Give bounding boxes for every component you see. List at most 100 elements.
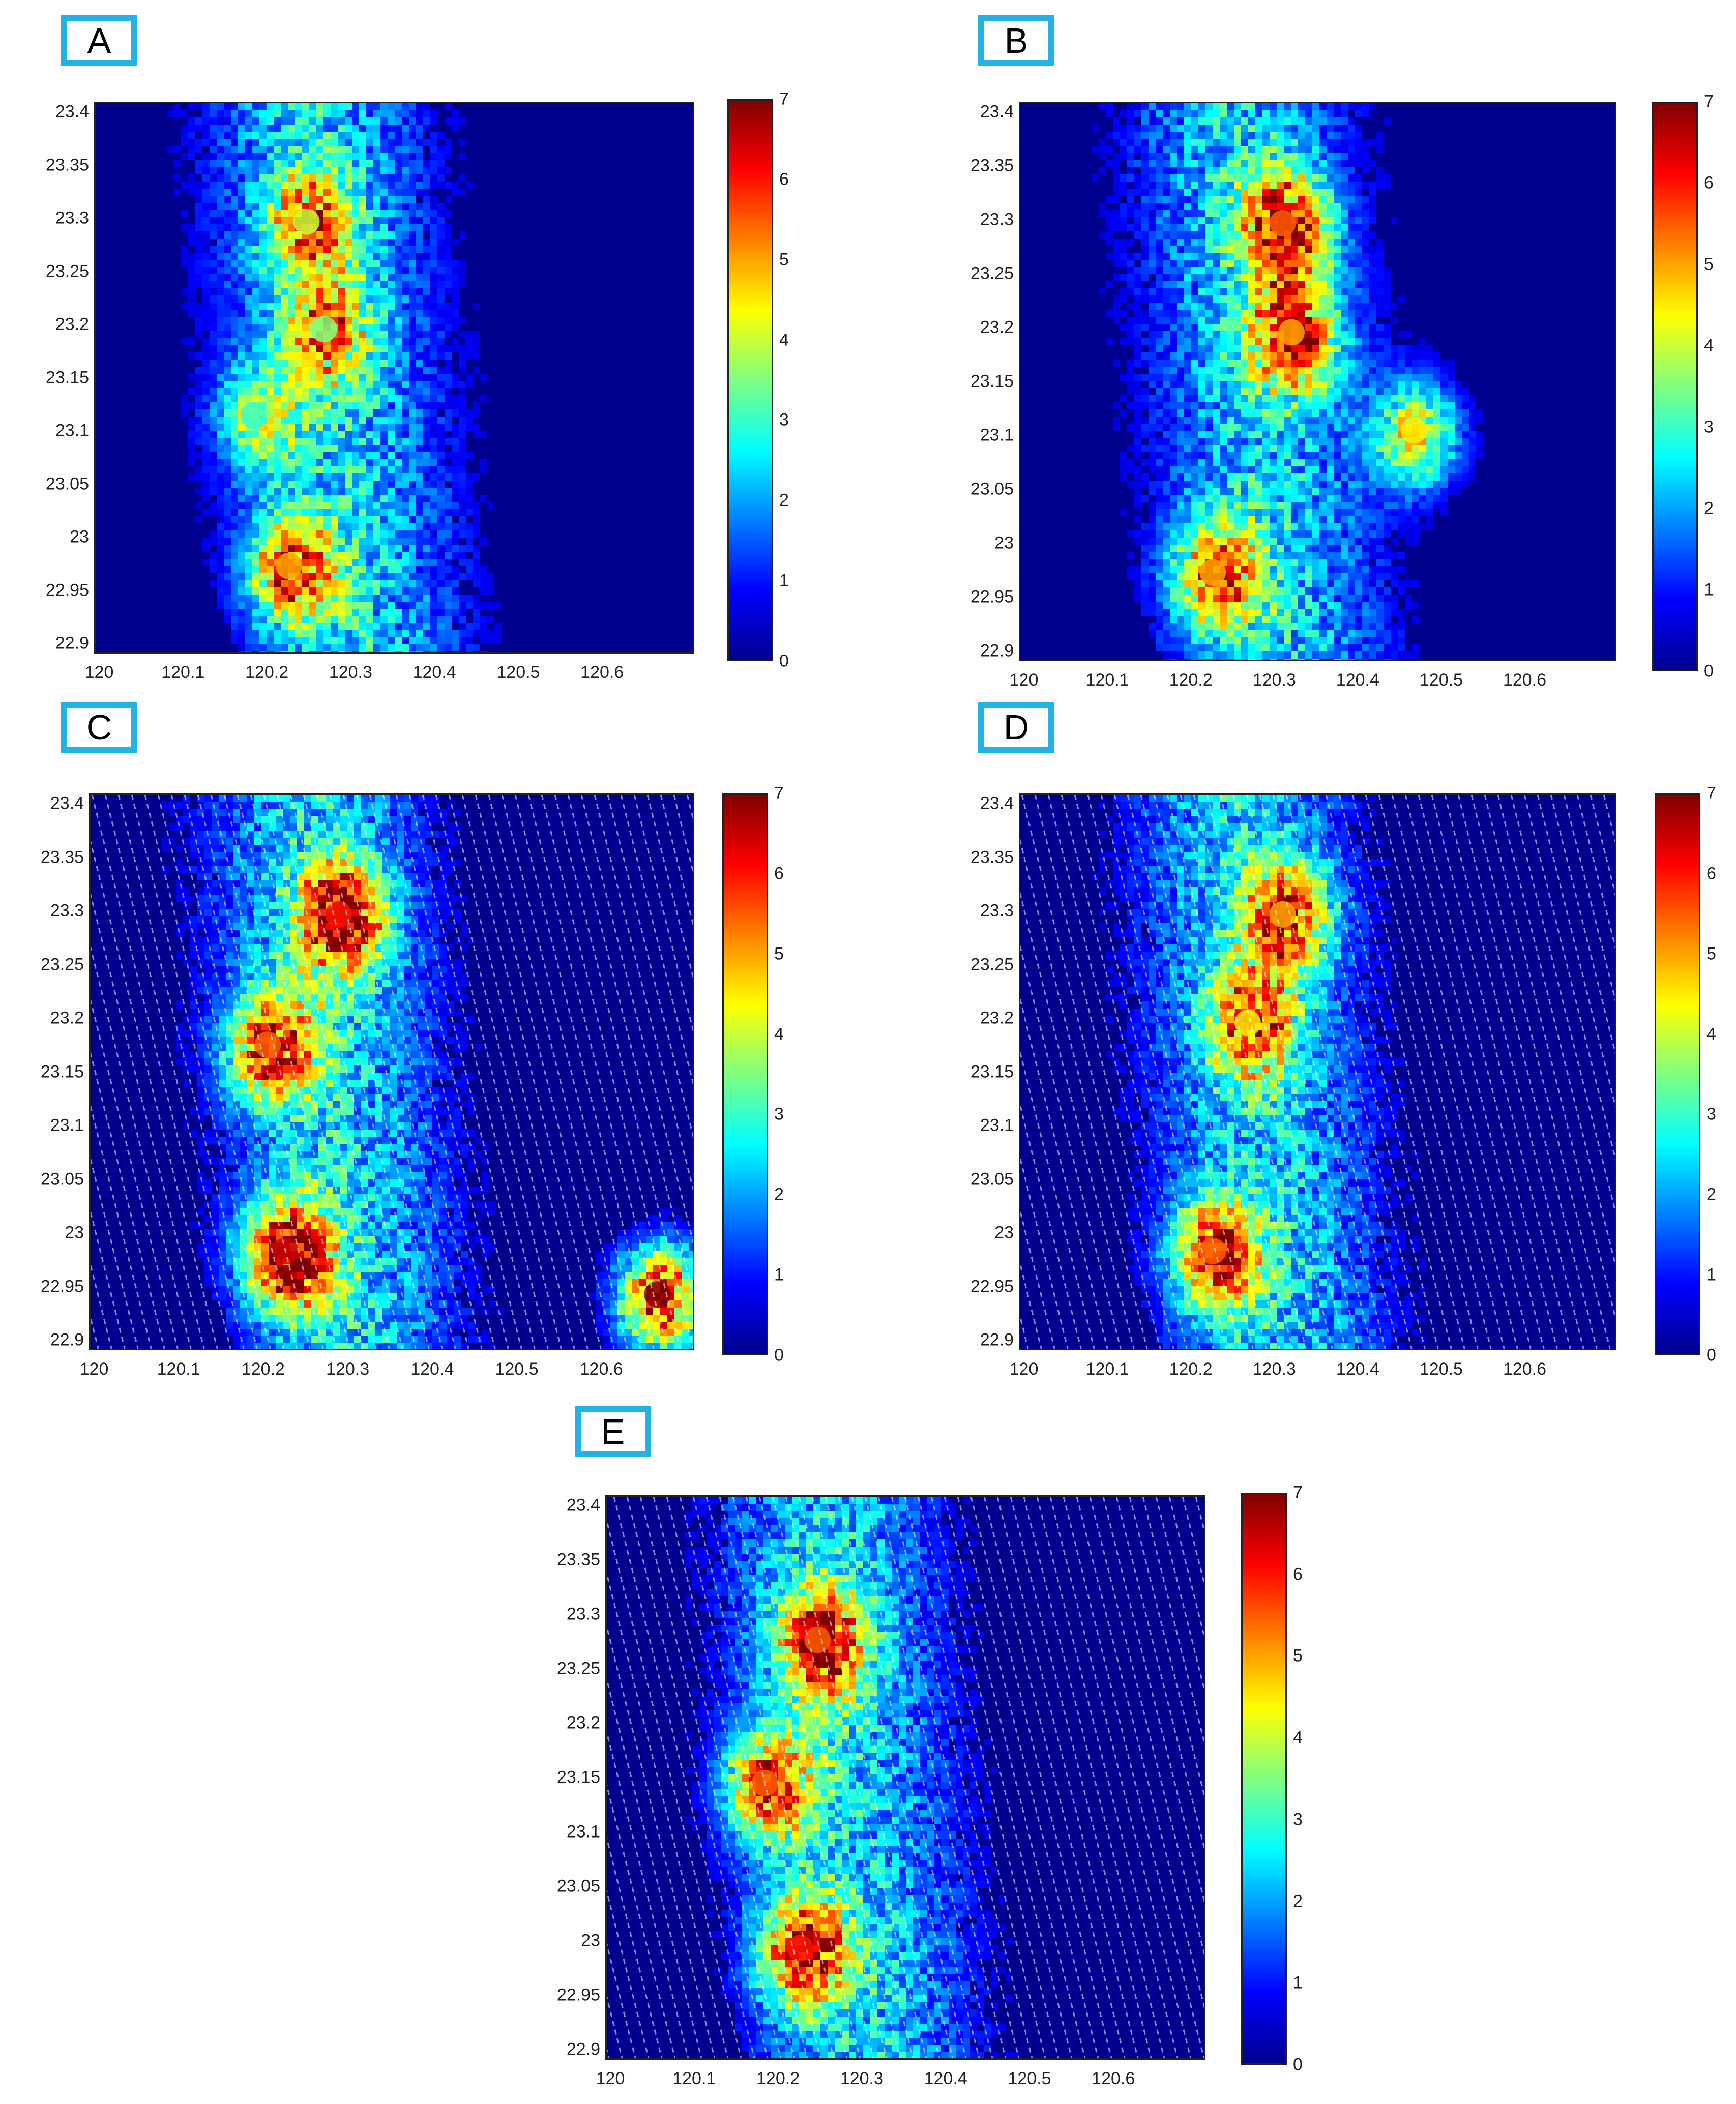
heatmap-cell (1319, 110, 1327, 117)
heatmap-cell (274, 338, 281, 345)
heatmap-cell (217, 473, 224, 481)
heatmap-cell (338, 345, 345, 352)
heatmap-cell (373, 509, 380, 516)
heatmap-cell (1355, 231, 1362, 239)
heatmap-cell (380, 288, 388, 295)
heatmap-cell (316, 260, 323, 267)
heatmap-cell (1291, 253, 1298, 260)
heatmap-cell (309, 139, 316, 146)
heatmap-cell (359, 381, 366, 388)
heatmap-cell (473, 580, 480, 587)
heatmap-cell (188, 139, 195, 146)
heatmap-cell (1355, 331, 1362, 338)
heatmap-cell (416, 445, 423, 452)
heatmap-cell (1291, 381, 1298, 388)
heatmap-cell (1348, 331, 1355, 338)
heatmap-cell (1298, 125, 1305, 132)
heatmap-cell (1149, 239, 1156, 246)
heatmap-cell (288, 338, 295, 345)
heatmap-cell (445, 103, 452, 110)
heatmap-cell (1277, 189, 1284, 196)
heatmap-cell (373, 167, 380, 174)
heatmap-cell (331, 452, 338, 459)
heatmap-cell (1369, 196, 1376, 203)
heatmap-cell (366, 174, 373, 182)
heatmap-cell (352, 630, 359, 637)
heatmap-cell (1156, 303, 1163, 310)
heatmap-cell (423, 352, 430, 360)
heatmap-cell (1355, 217, 1362, 224)
heatmap-cell (352, 146, 359, 153)
heatmap-cell (430, 260, 437, 267)
heatmap-cell (388, 402, 395, 409)
heatmap-cell (245, 438, 252, 445)
heatmap-cell (430, 288, 437, 295)
heatmap-cell (302, 502, 309, 509)
heatmap-cell (345, 466, 352, 473)
heatmap-cell (1213, 310, 1220, 317)
heatmap-cell (181, 303, 188, 310)
heatmap-cell (252, 260, 259, 267)
heatmap-cell (274, 388, 281, 395)
heatmap-cell (480, 538, 487, 545)
heatmap-cell (281, 374, 288, 381)
heatmap-cell (245, 331, 252, 338)
heatmap-cell (1170, 274, 1177, 281)
heatmap-cell (1369, 424, 1376, 431)
heatmap-cell (338, 210, 345, 217)
heatmap-cell (1319, 338, 1327, 345)
heatmap-cell (452, 303, 459, 310)
heatmap-cell (1149, 402, 1156, 409)
heatmap-cell (409, 616, 416, 623)
heatmap-cell (288, 637, 295, 644)
heatmap-cell (487, 637, 494, 644)
heatmap-cell (316, 473, 323, 481)
heatmap-cell (245, 623, 252, 630)
heatmap-cell (352, 381, 359, 388)
heatmap-cell (302, 388, 309, 395)
heatmap-cell (252, 267, 259, 274)
heatmap-cell (202, 103, 210, 110)
heatmap-cell (331, 466, 338, 473)
heatmap-cell (1141, 139, 1149, 146)
heatmap-cell (430, 424, 437, 431)
heatmap-cell (1341, 452, 1348, 459)
heatmap-cell (210, 295, 217, 303)
heatmap-cell (224, 523, 231, 530)
heatmap-cell (1241, 431, 1248, 438)
heatmap-cell (1355, 125, 1362, 132)
heatmap-cell (238, 224, 245, 231)
heatmap-cell (1127, 203, 1134, 210)
heatmap-cell (323, 367, 331, 374)
heatmap-cell (1355, 146, 1362, 153)
heatmap-cell (1298, 239, 1305, 246)
heatmap-cell (295, 438, 302, 445)
heatmap-cell (1440, 395, 1448, 402)
heatmap-cell (430, 360, 437, 367)
heatmap-cell (1163, 110, 1170, 117)
heatmap-cell (459, 267, 466, 274)
heatmap-cell (359, 288, 366, 295)
heatmap-cell (1255, 374, 1262, 381)
heatmap-cell (1213, 246, 1220, 253)
heatmap-cell (1412, 374, 1419, 381)
heatmap-cell (1213, 267, 1220, 274)
heatmap-cell (316, 374, 323, 381)
heatmap-cell (1170, 210, 1177, 217)
heatmap-cell (1469, 424, 1476, 431)
heatmap-cell (288, 303, 295, 310)
heatmap-cell (1355, 153, 1362, 160)
heatmap-cell (1398, 352, 1405, 360)
heatmap-cell (1141, 103, 1149, 110)
heatmap-cell (388, 288, 395, 295)
heatmap-cell (1163, 239, 1170, 246)
heatmap-cell (309, 431, 316, 438)
heatmap-cell (437, 623, 445, 630)
heatmap-cell (1234, 110, 1241, 117)
heatmap-cell (416, 352, 423, 360)
heatmap-cell (395, 388, 402, 395)
heatmap-cell (366, 402, 373, 409)
heatmap-cell (1319, 117, 1327, 125)
heatmap-cell (1205, 160, 1213, 167)
heatmap-cell (445, 609, 452, 616)
